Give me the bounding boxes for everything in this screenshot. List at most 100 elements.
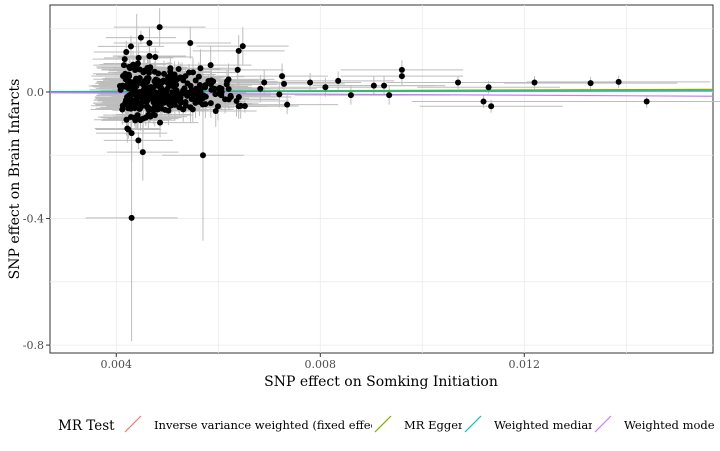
data-point [485, 84, 492, 91]
data-point [184, 80, 191, 87]
data-point [154, 104, 161, 111]
data-point [196, 82, 203, 89]
data-point [225, 96, 232, 103]
data-point [241, 102, 248, 109]
data-point [127, 114, 134, 121]
x-tick-label: 0.008 [305, 358, 337, 371]
data-point [205, 77, 212, 84]
data-point [307, 79, 314, 86]
data-point [141, 67, 148, 74]
y-tick-label: 0.0 [27, 86, 45, 99]
y-tick-label: -0.8 [23, 339, 44, 352]
data-point [138, 103, 145, 110]
data-points [116, 24, 650, 221]
data-point [284, 101, 291, 108]
data-point [212, 91, 219, 98]
data-point [128, 130, 135, 137]
data-point [151, 68, 158, 75]
data-point [381, 82, 388, 89]
data-point [214, 103, 221, 110]
data-point [235, 47, 242, 54]
legend-title: MR Test [58, 418, 115, 434]
data-point [207, 62, 214, 69]
data-point [182, 90, 189, 97]
data-point [187, 39, 194, 46]
data-point [135, 54, 142, 61]
data-point [189, 106, 196, 113]
data-point [147, 84, 154, 91]
data-point [643, 98, 650, 105]
data-point [149, 95, 156, 102]
data-point [133, 83, 140, 90]
data-point [225, 76, 232, 83]
data-point [146, 53, 153, 60]
data-point [488, 103, 495, 110]
data-point [257, 85, 264, 92]
data-point [223, 81, 230, 88]
data-point [208, 86, 215, 93]
data-point [128, 214, 135, 221]
data-point [133, 97, 140, 104]
data-point [233, 97, 240, 104]
data-point [175, 65, 182, 72]
data-point [200, 152, 206, 159]
data-point [176, 104, 183, 111]
data-point [121, 56, 128, 63]
data-point [125, 71, 132, 78]
data-point [133, 116, 140, 123]
data-point [212, 107, 219, 114]
data-point [142, 114, 149, 121]
y-tick-label: -0.4 [23, 213, 44, 226]
data-point [615, 78, 622, 85]
data-point [347, 92, 354, 99]
y-axis-title: SNP effect on Brain Infarcts [7, 79, 23, 280]
data-point [335, 77, 342, 84]
legend-label: Inverse variance weighted (fixed effects… [154, 418, 392, 432]
data-point [134, 76, 141, 83]
data-point [120, 62, 127, 69]
data-point [179, 74, 186, 81]
data-point [189, 69, 196, 76]
data-point [156, 24, 163, 31]
data-point [135, 137, 142, 144]
data-point [455, 79, 461, 86]
data-point [158, 105, 165, 112]
data-point [191, 96, 198, 103]
data-point [147, 64, 154, 71]
data-point [234, 66, 241, 73]
data-point [159, 87, 166, 94]
data-point [136, 89, 143, 96]
data-point [122, 100, 129, 107]
data-point [151, 78, 158, 85]
data-point [386, 92, 393, 99]
x-tick-label: 0.004 [101, 358, 133, 371]
data-point [164, 85, 171, 92]
data-point [239, 43, 246, 50]
data-point [207, 100, 214, 107]
data-point [124, 94, 131, 101]
axes: 0.004 0.008 0.012 0.0 -0.4 -0.8 [23, 86, 540, 371]
legend-key-line [124, 415, 142, 433]
data-point [143, 103, 150, 110]
data-point [137, 34, 144, 41]
data-point [261, 79, 268, 86]
data-point [120, 73, 127, 80]
data-point [175, 97, 182, 104]
data-point [199, 101, 206, 108]
legend-key-line [594, 415, 612, 433]
data-point [167, 68, 174, 75]
data-point [165, 107, 172, 114]
data-point [197, 89, 204, 96]
data-point [197, 65, 204, 72]
data-point [161, 70, 168, 77]
data-point [587, 80, 594, 87]
data-point [166, 80, 173, 87]
x-axis-title: SNP effect on Somking Initiation [264, 374, 498, 390]
data-point [480, 98, 487, 105]
legend-label: Weighted mode [624, 418, 715, 432]
data-point [370, 82, 377, 89]
data-point [398, 66, 405, 73]
data-point [152, 54, 159, 61]
data-point [322, 84, 329, 91]
